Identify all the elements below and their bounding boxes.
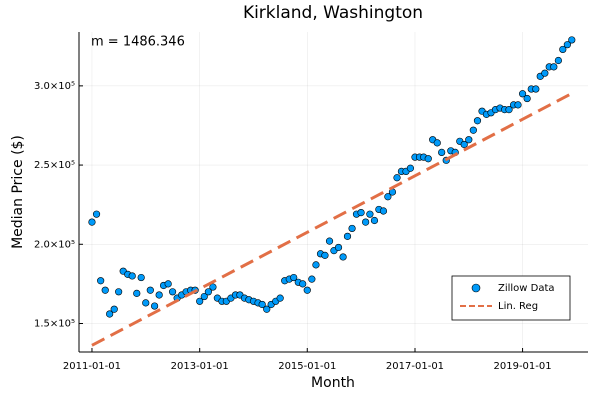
scatter-point <box>110 305 118 313</box>
scatter-point <box>523 94 531 103</box>
scatter-point <box>258 300 266 309</box>
x-tick-label: 2017-01-01 <box>386 361 444 372</box>
scatter-point <box>357 208 365 217</box>
legend-label: Zillow Data <box>498 283 555 294</box>
y-tick-label: 1.5×10⁵ <box>34 318 75 329</box>
scatter-point <box>321 251 329 259</box>
scatter-point <box>146 286 154 294</box>
scatter-point <box>142 299 150 307</box>
scatter-point <box>384 193 392 201</box>
scatter-point <box>164 280 172 288</box>
chart-title: Kirkland, Washington <box>243 3 423 23</box>
x-tick-label: 2013-01-01 <box>171 361 229 372</box>
x-axis-label: Month <box>311 375 355 391</box>
scatter-point <box>460 140 468 149</box>
scatter-point <box>406 164 415 172</box>
scatter-point <box>106 310 114 318</box>
scatter-point <box>334 243 343 252</box>
y-tick-label: 2.0×10⁵ <box>34 239 75 250</box>
scatter-point <box>370 216 379 225</box>
scatter-point <box>554 56 562 65</box>
scatter-point <box>115 288 123 296</box>
scatter-point <box>541 69 549 77</box>
x-tick-label: 2011-01-01 <box>63 361 121 372</box>
scatter-point <box>518 90 527 98</box>
regression-line <box>91 92 573 347</box>
scatter-point <box>200 292 208 301</box>
scatter-point <box>568 36 576 44</box>
scatter-point <box>559 45 567 54</box>
scatter-point <box>348 224 356 233</box>
scatter-point <box>465 136 473 144</box>
scatter-point <box>308 275 316 283</box>
x-tick-label: 2019-01-01 <box>494 361 552 372</box>
scatter-point <box>155 291 163 299</box>
scatter-point <box>366 210 374 218</box>
scatter-point <box>438 148 446 156</box>
scatter-point <box>393 174 401 182</box>
legend-marker <box>471 283 481 293</box>
scatter-point <box>469 126 477 134</box>
y-tick-label: 2.5×10⁵ <box>34 160 75 171</box>
scatter-point <box>209 283 217 291</box>
legend-box <box>451 275 571 321</box>
scatter-point <box>312 261 320 269</box>
scatter-point <box>563 41 571 49</box>
scatter-point <box>168 288 177 296</box>
scatter-point <box>276 294 284 302</box>
scatter-point <box>550 63 558 71</box>
scatter-point <box>92 210 101 218</box>
scatter-point <box>424 155 432 163</box>
scatter-point <box>263 305 271 313</box>
scatter-point <box>128 272 136 280</box>
scatter-point <box>150 302 159 310</box>
scatter-point <box>473 117 482 125</box>
scatter-point <box>101 286 109 294</box>
scatter-point <box>362 218 370 226</box>
scatter-point <box>290 273 298 282</box>
scatter-point <box>325 237 334 245</box>
scatter-point <box>196 297 204 305</box>
scatter-point <box>379 207 388 215</box>
scatter-point <box>505 106 513 114</box>
scatter-point <box>299 280 307 288</box>
annotation: m = 1486.346 <box>91 35 185 50</box>
scatter-point <box>88 218 96 226</box>
scatter-point <box>133 289 141 297</box>
scatter-point <box>532 85 540 93</box>
scatter-point <box>514 101 522 109</box>
scatter-point <box>97 277 105 285</box>
y-tick-label: 3.0×10⁵ <box>34 81 75 92</box>
x-tick-label: 2015-01-01 <box>278 361 336 372</box>
scatter-point <box>343 232 352 240</box>
legend-label: Lin. Reg <box>498 301 538 312</box>
scatter-point <box>137 273 145 282</box>
scatter-point <box>339 253 347 261</box>
y-axis-label: Median Price ($) <box>10 135 26 249</box>
scatter-point <box>204 288 212 296</box>
scatter-point <box>433 139 441 147</box>
scatter-point <box>303 286 311 294</box>
